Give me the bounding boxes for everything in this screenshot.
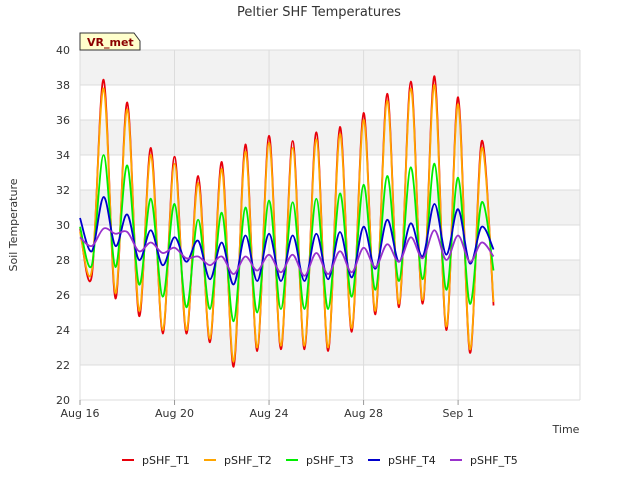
site-badge-box bbox=[79, 32, 141, 51]
legend-label: pSHF_T3 bbox=[306, 454, 354, 467]
grid-band bbox=[80, 120, 580, 155]
legend-item-pSHF_T4: pSHF_T4 bbox=[368, 454, 436, 467]
legend: pSHF_T1 pSHF_T2 pSHF_T3 pSHF_T4 pSHF_T5 bbox=[122, 454, 518, 467]
y-tick-label: 32 bbox=[56, 184, 70, 197]
chart-title: Peltier SHF Temperatures bbox=[237, 5, 401, 20]
y-tick-label: 36 bbox=[56, 114, 70, 127]
site-badge-text: VR_met bbox=[87, 36, 134, 49]
legend-item-pSHF_T3: pSHF_T3 bbox=[286, 454, 354, 467]
grid-band bbox=[80, 50, 580, 85]
x-axis-label: Time bbox=[552, 423, 580, 436]
y-tick-label: 38 bbox=[56, 79, 70, 92]
y-tick-label: 40 bbox=[56, 44, 70, 57]
y-axis-ticks: 20 22 24 26 28 30 32 34 36 38 40 bbox=[56, 44, 70, 407]
y-axis-label: Soil Temperature bbox=[7, 178, 20, 271]
grid-band bbox=[80, 190, 580, 225]
y-tick-label: 24 bbox=[56, 324, 70, 337]
y-tick-label: 30 bbox=[56, 219, 70, 232]
series-lines bbox=[79, 75, 495, 368]
legend-item-pSHF_T2: pSHF_T2 bbox=[204, 454, 272, 467]
y-tick-label: 20 bbox=[56, 394, 70, 407]
series-line-pSHF_T2 bbox=[79, 84, 495, 363]
x-tick-label: Aug 28 bbox=[344, 407, 383, 420]
series-line-pSHF_T4 bbox=[79, 196, 495, 286]
y-tick-label: 28 bbox=[56, 254, 70, 267]
x-tick-label: Aug 24 bbox=[250, 407, 289, 420]
legend-label: pSHF_T2 bbox=[224, 454, 272, 467]
x-tick-label: Sep 1 bbox=[442, 407, 473, 420]
series-line-pSHF_T5 bbox=[79, 227, 495, 277]
legend-label: pSHF_T5 bbox=[470, 454, 518, 467]
x-tick-label: Aug 20 bbox=[155, 407, 194, 420]
legend-item-pSHF_T5: pSHF_T5 bbox=[450, 454, 518, 467]
x-axis-ticks: Aug 16 Aug 20 Aug 24 Aug 28 Sep 1 bbox=[61, 400, 474, 420]
y-tick-label: 26 bbox=[56, 289, 70, 302]
y-tick-label: 22 bbox=[56, 359, 70, 372]
legend-label: pSHF_T1 bbox=[142, 454, 190, 467]
x-tick-label: Aug 16 bbox=[61, 407, 100, 420]
y-tick-label: 34 bbox=[56, 149, 70, 162]
site-badge: VR_met bbox=[79, 32, 141, 51]
series-line-pSHF_T3 bbox=[79, 154, 495, 323]
legend-label: pSHF_T4 bbox=[388, 454, 436, 467]
legend-item-pSHF_T1: pSHF_T1 bbox=[122, 454, 190, 467]
